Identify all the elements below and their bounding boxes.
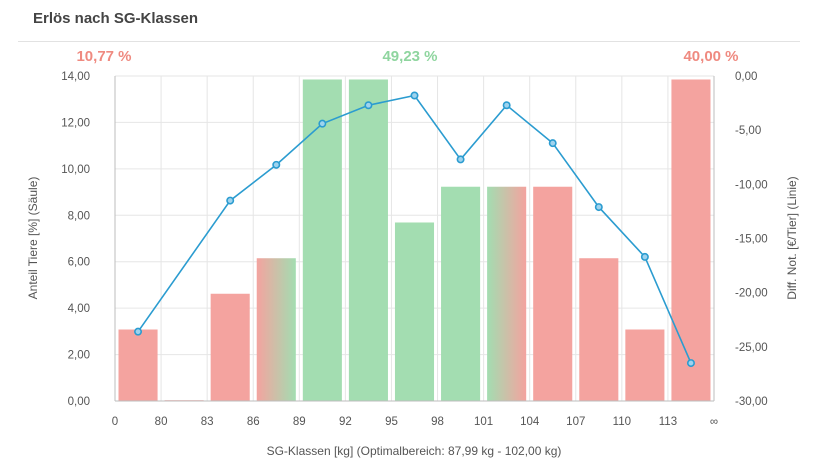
line-point-83-86 bbox=[226, 196, 235, 205]
bar-110-113 bbox=[625, 329, 665, 401]
bar-92-95 bbox=[348, 79, 388, 401]
bar-113-∞ bbox=[671, 79, 711, 401]
line-point-104-107 bbox=[548, 139, 557, 148]
y-tick-label: 10,00 bbox=[61, 164, 90, 176]
x-tick-label: 86 bbox=[247, 416, 260, 428]
line-point-89-92 bbox=[318, 119, 327, 128]
pct-label-right: 40,00 % bbox=[683, 48, 738, 65]
bar-104-107 bbox=[533, 186, 573, 401]
axes bbox=[114, 76, 715, 402]
x-tick-label: 107 bbox=[566, 416, 585, 428]
line-point-86-89 bbox=[272, 160, 281, 169]
title-divider bbox=[18, 41, 800, 42]
x-tick-label: 83 bbox=[201, 416, 214, 428]
y2-axis-label: Diff. Not. [€/Tier] (Linie) bbox=[785, 176, 799, 299]
y-tick-label: 4,00 bbox=[68, 303, 90, 315]
bars bbox=[118, 79, 711, 401]
bar-95-98 bbox=[394, 222, 435, 401]
labels: 0,00 2,00 4,00 6,00 8,00 10,00 12,00 14,00 0,00 -… bbox=[61, 71, 767, 428]
line-point-92-95 bbox=[364, 101, 373, 110]
x-tick-label: 110 bbox=[613, 416, 631, 428]
x-axis-label: SG-Klassen [kg] (Optimalbereich: 87,99 k… bbox=[267, 444, 562, 458]
line-point-98-101 bbox=[456, 155, 465, 164]
y2-tick-label: -5,00 bbox=[735, 125, 761, 137]
pct-label-middle: 49,23 % bbox=[382, 48, 437, 65]
x-tick-label: 92 bbox=[339, 416, 352, 428]
y-tick-label: 0,00 bbox=[68, 396, 90, 408]
y-tick-label: 12,00 bbox=[61, 117, 90, 129]
y-axis-label: Anteil Tiere [%] (Säule) bbox=[26, 177, 40, 300]
line-point-113-∞ bbox=[686, 359, 695, 368]
y2-tick-label: -10,00 bbox=[735, 179, 768, 191]
line-point-0-80 bbox=[134, 327, 143, 336]
x-tick-label: 104 bbox=[520, 416, 540, 428]
y2-tick-label: -25,00 bbox=[735, 342, 768, 354]
x-tick-label: 113 bbox=[659, 416, 677, 428]
x-tick-label: ∞ bbox=[710, 416, 718, 428]
y2-tick-label: -20,00 bbox=[735, 288, 768, 300]
x-tick-label: 101 bbox=[474, 416, 493, 428]
bar-86-89 bbox=[256, 258, 296, 401]
line-point-110-113 bbox=[640, 252, 649, 261]
bar-101-104 bbox=[487, 186, 527, 401]
bar-89-92 bbox=[302, 79, 342, 401]
x-tick-label: 0 bbox=[112, 416, 118, 428]
bar-0-80 bbox=[118, 329, 158, 401]
bar-83-86 bbox=[210, 293, 250, 401]
y2-tick-label: -15,00 bbox=[735, 234, 768, 246]
y2-tick-label: 0,00 bbox=[735, 71, 757, 83]
line-path bbox=[137, 94, 692, 364]
y-tick-label: 14,00 bbox=[61, 71, 90, 83]
line-series bbox=[134, 91, 695, 368]
panel-title: Erlös nach SG-Klassen bbox=[33, 10, 199, 27]
bar-107-110 bbox=[579, 258, 619, 401]
pct-label-left: 10,77 % bbox=[76, 48, 131, 65]
line-point-107-110 bbox=[594, 203, 603, 212]
x-tick-label: 95 bbox=[385, 416, 398, 428]
y-tick-label: 2,00 bbox=[68, 350, 90, 362]
y2-tick-label: -30,00 bbox=[735, 396, 768, 408]
y-tick-label: 6,00 bbox=[68, 257, 90, 269]
line-point-95-98 bbox=[410, 91, 419, 100]
x-tick-label: 89 bbox=[293, 416, 306, 428]
y-tick-label: 8,00 bbox=[68, 210, 90, 222]
x-tick-label: 98 bbox=[431, 416, 444, 428]
bar-98-101 bbox=[441, 186, 481, 401]
x-tick-label: 80 bbox=[155, 416, 168, 428]
line-point-101-104 bbox=[502, 101, 511, 110]
